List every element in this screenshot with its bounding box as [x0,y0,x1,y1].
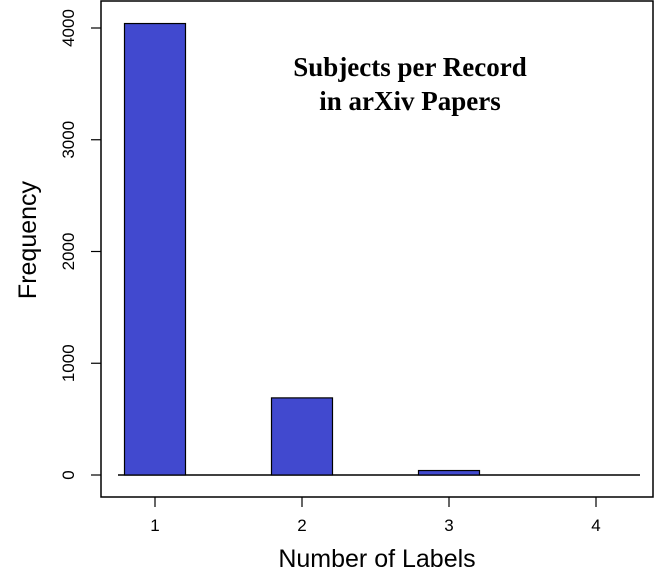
bars-group [123,22,481,476]
bar-3 [417,469,481,476]
x-axis: 1 2 3 4 [150,497,601,535]
y-tick-label-1000: 1000 [59,344,78,382]
y-tick-label-0: 0 [59,470,78,479]
x-tick-label-2: 2 [297,516,306,535]
y-axis: 0 1000 2000 3000 4000 [59,9,101,480]
x-axis-title: Number of Labels [278,545,475,573]
chart-title-line-2: in arXiv Papers [319,86,501,116]
y-axis-title: Frequency [14,180,42,299]
x-tick-label-4: 4 [591,516,600,535]
x-tick-label-1: 1 [150,516,159,535]
bar-1 [123,22,187,476]
y-tick-label-4000: 4000 [59,9,78,47]
bar-2 [270,397,334,476]
chart-title-line-1: Subjects per Record [293,52,526,82]
x-tick-label-3: 3 [444,516,453,535]
y-tick-label-2000: 2000 [59,233,78,271]
plot-frame [100,0,654,498]
y-tick-label-3000: 3000 [59,121,78,159]
